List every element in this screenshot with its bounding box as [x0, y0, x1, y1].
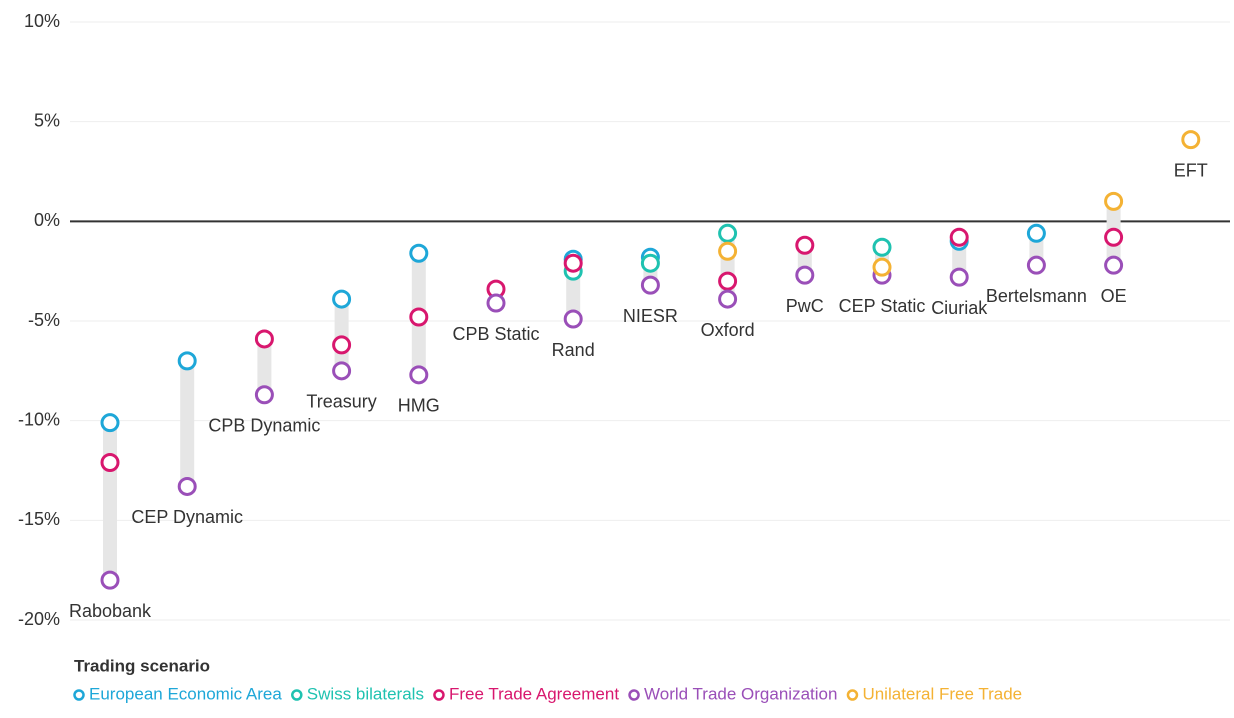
category-label: EFT [1174, 160, 1208, 180]
dot [563, 309, 583, 329]
dot [872, 257, 892, 277]
y-tick-label: 5% [34, 110, 60, 130]
dot [872, 237, 892, 257]
dot [1104, 191, 1124, 211]
dot [718, 289, 738, 309]
dot [795, 235, 815, 255]
dot [177, 351, 197, 371]
y-tick-label: -15% [18, 509, 60, 529]
dot [718, 271, 738, 291]
dot [409, 307, 429, 327]
y-tick-label: 0% [34, 210, 60, 230]
dot [332, 361, 352, 381]
dot [1104, 255, 1124, 275]
category-label: HMG [398, 396, 440, 416]
range-bar [180, 360, 195, 487]
category-label: Oxford [701, 320, 755, 340]
dot [409, 243, 429, 263]
dot [718, 223, 738, 243]
legend-label: Free Trade Agreement [449, 684, 619, 703]
dot [177, 476, 197, 496]
range-bar [257, 338, 272, 395]
category-label: CEP Dynamic [131, 507, 243, 527]
legend-marker [73, 689, 85, 701]
dot [254, 385, 274, 405]
dot [795, 265, 815, 285]
category-label: PwC [786, 296, 824, 316]
legend-label: European Economic Area [89, 684, 282, 703]
dot [254, 329, 274, 349]
y-tick-label: -20% [18, 609, 60, 629]
dot [100, 453, 120, 473]
dot [1104, 227, 1124, 247]
dot [100, 570, 120, 590]
category-label: OE [1101, 286, 1127, 306]
dot [486, 293, 506, 313]
category-label: CPB Dynamic [208, 416, 320, 436]
dot [949, 267, 969, 287]
range-bar [103, 422, 117, 581]
dot [409, 365, 429, 385]
dot [640, 253, 660, 273]
category-label: NIESR [623, 306, 678, 326]
legend-marker [628, 689, 640, 701]
dot [1026, 255, 1046, 275]
dot [949, 227, 969, 247]
dot [718, 241, 738, 261]
category-label: Rand [552, 340, 595, 360]
category-label: CEP Static [839, 296, 926, 316]
dot [640, 275, 660, 295]
y-tick-label: 10% [24, 11, 60, 31]
dot [1181, 130, 1201, 150]
legend-label: World Trade Organization [644, 684, 837, 703]
dot [1026, 223, 1046, 243]
range-bar [334, 299, 349, 371]
dot [563, 253, 583, 273]
legend-marker [846, 689, 859, 701]
category-label: Bertelsmann [986, 286, 1087, 306]
dot [332, 289, 352, 309]
legend-label: Unilateral Free Trade [862, 684, 1022, 703]
legend-marker [433, 689, 445, 701]
dot [100, 413, 120, 433]
legend-label: Swiss bilaterals [307, 684, 424, 703]
legend-marker [291, 689, 303, 701]
category-label: Treasury [306, 392, 376, 412]
legend-title: Trading scenario [74, 656, 210, 675]
category-label: Rabobank [69, 601, 152, 621]
category-label: Ciuriak [931, 298, 988, 318]
y-tick-label: -10% [18, 409, 60, 429]
category-label: CPB Static [452, 324, 539, 344]
y-tick-label: -5% [28, 310, 60, 330]
dot [332, 335, 352, 355]
